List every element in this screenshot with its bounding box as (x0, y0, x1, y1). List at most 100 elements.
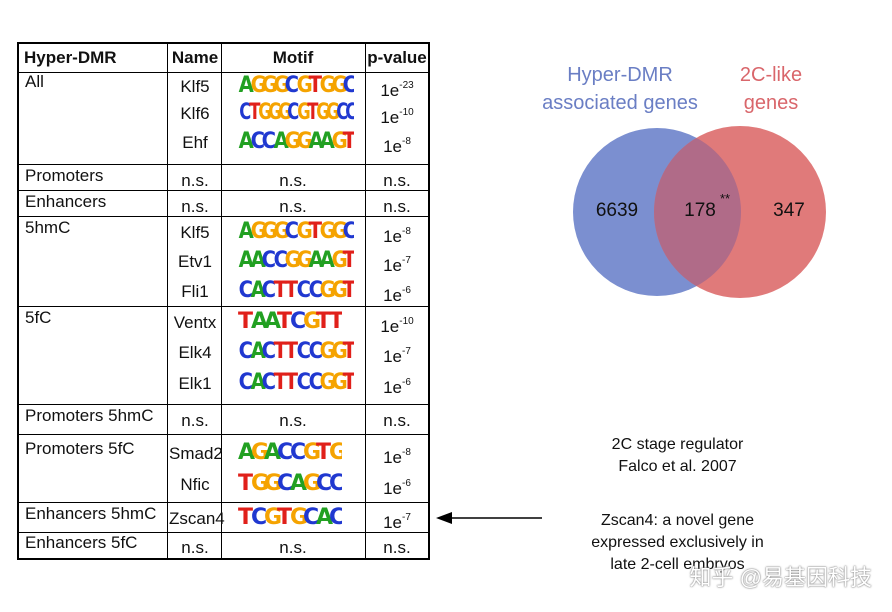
venn-diagram: Hyper-DMR associated genes 2C-like genes… (542, 64, 826, 298)
motif-base: G (316, 101, 330, 125)
motif-base: G (297, 101, 310, 125)
p-value: 1e-23 (365, 76, 429, 101)
motif-base: G (319, 371, 336, 395)
motif-logo: AGGGCGTGGC (238, 74, 354, 98)
motif-base: T (316, 310, 331, 334)
motif-base: T (277, 506, 292, 530)
motif-base: C (316, 472, 332, 496)
motif-base: C (250, 130, 264, 154)
motif-base: T (308, 220, 321, 244)
region-label: Enhancers 5hmC (25, 504, 157, 523)
motif-base: G (250, 220, 266, 244)
tf-name: Nfic (180, 475, 210, 494)
motif-base: T (343, 130, 354, 154)
motif-base: T (284, 340, 298, 364)
motif-base: C (238, 371, 253, 395)
motif-base: C (345, 101, 353, 125)
motif-base: C (343, 74, 354, 98)
tf-name: Klf5 (180, 77, 210, 96)
motif-base: C (308, 371, 322, 395)
table-column-divider (365, 44, 366, 558)
motif-base: T (273, 371, 286, 395)
motif-ns: n.s. (279, 411, 307, 430)
tf-name: n.s. (181, 411, 209, 430)
arrow-left-icon (436, 512, 542, 524)
motif-base: G (251, 441, 269, 465)
motif-base: G (264, 472, 282, 496)
motif-base: C (290, 441, 306, 465)
motif-base: G (303, 441, 321, 465)
tf-name: Etv1 (177, 252, 213, 271)
motif-base: G (296, 249, 313, 273)
tf-name: Fli1 (181, 282, 209, 301)
p-value-base: 1e (383, 378, 402, 397)
motif-base: G (264, 506, 282, 530)
motif-base: A (250, 371, 265, 395)
motif-base: T (343, 371, 354, 395)
p-value-ns: n.s. (383, 171, 411, 190)
motif-base: T (238, 506, 253, 530)
motif-base: A (238, 130, 254, 154)
motif-base: G (284, 249, 301, 273)
table-row-divider (19, 502, 428, 503)
motif-base: C (251, 506, 267, 530)
region-label: Enhancers (25, 192, 107, 211)
motif-base: C (329, 472, 342, 496)
header-name: Name (171, 48, 219, 67)
table-row-divider (19, 164, 428, 165)
motif-base: C (273, 249, 287, 273)
motif-base: C (308, 340, 322, 364)
p-value-exponent: -7 (402, 346, 411, 357)
motif-logo: CACTTCCGGT (238, 279, 354, 303)
p-value-ns: n.s. (383, 411, 411, 430)
motif-base: G (290, 506, 308, 530)
venn-right-label-1: 2C-like (740, 64, 802, 86)
motif-base: G (329, 441, 342, 465)
motif-base: G (284, 130, 301, 154)
motif-base: T (308, 74, 321, 98)
tf-name: Ventx (173, 313, 217, 332)
p-value-exponent: -8 (402, 136, 411, 147)
p-value-base: 1e (383, 448, 402, 467)
p-value-exponent: -8 (402, 447, 411, 458)
venn-right-label-2: genes (744, 92, 799, 114)
zscan4-note-line-3: late 2-cell embryos (610, 556, 745, 573)
motif-base: C (284, 74, 299, 98)
table-row-divider (19, 216, 428, 217)
motif-base: G (331, 220, 347, 244)
venn-overlap-count: 178 (684, 200, 716, 221)
motif-base: G (273, 220, 289, 244)
motif-base: A (264, 441, 281, 465)
motif-base: C (261, 249, 276, 273)
motif-logo: AACCGGAAGT (238, 249, 354, 273)
table-row-divider (19, 532, 428, 533)
motif-base: C (308, 279, 322, 303)
p-value-base: 1e (383, 137, 402, 156)
motif-base: G (331, 74, 347, 98)
p-value: 1e-8 (365, 132, 429, 157)
table-column-divider (167, 44, 168, 558)
p-value-base: 1e (380, 317, 400, 336)
motif-base: G (296, 130, 313, 154)
table-row-divider (19, 404, 428, 405)
p-value-base: 1e (383, 286, 402, 305)
motif-base: A (273, 130, 288, 154)
region-label: Enhancers 5fC (25, 533, 138, 552)
motif-base: T (284, 279, 298, 303)
motif-base: G (261, 220, 278, 244)
region-label: 5hmC (25, 218, 71, 237)
motif-base: C (329, 506, 342, 530)
p-value-exponent: -8 (402, 226, 411, 237)
p-value-base: 1e (380, 81, 400, 100)
tf-name: n.s. (181, 197, 209, 216)
motif-base: T (277, 310, 292, 334)
motif-logo: TGGCAGCC (238, 472, 342, 496)
p-value-base: 1e (383, 479, 402, 498)
motif-ns: n.s. (279, 197, 307, 216)
motif-base: C (287, 101, 300, 125)
p-value-ns: n.s. (383, 538, 411, 557)
motif-base: G (296, 74, 313, 98)
motif-base: A (308, 130, 323, 154)
motif-base: C (303, 506, 319, 530)
motif-base: A (319, 130, 335, 154)
